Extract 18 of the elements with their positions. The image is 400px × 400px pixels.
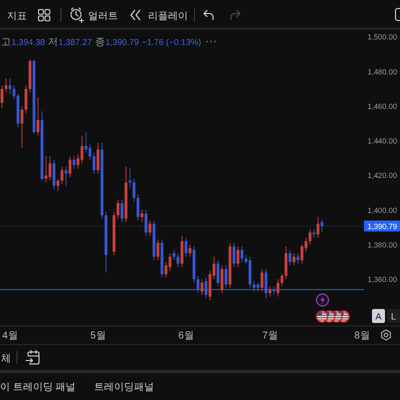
text: 리플레이 — [148, 11, 188, 22]
annotation: 고 — [1, 37, 11, 48]
annotation: 1,387.27 — [58, 37, 92, 47]
text: 지표 — [7, 11, 27, 22]
x-tick-label: 7월 — [262, 330, 278, 342]
x-tick-label: 6월 — [178, 330, 194, 342]
annotation: 1,390.79 — [105, 37, 140, 47]
x-tick-label: 4월 — [2, 330, 18, 342]
text: 이 트레이딩 패널 — [0, 382, 76, 393]
annotation: −1.76 (−0.13%) — [142, 37, 202, 47]
x-tick-label: 8월 — [354, 330, 370, 342]
text: 얼러트 — [88, 11, 118, 22]
annotation: 저 — [48, 37, 58, 48]
text: 체 — [1, 354, 11, 364]
text: 트레이딩패널 — [94, 382, 154, 393]
annotation: 1,394.38 — [12, 37, 46, 47]
annotation: 종 — [94, 37, 105, 48]
x-tick-label: 5월 — [90, 330, 106, 342]
